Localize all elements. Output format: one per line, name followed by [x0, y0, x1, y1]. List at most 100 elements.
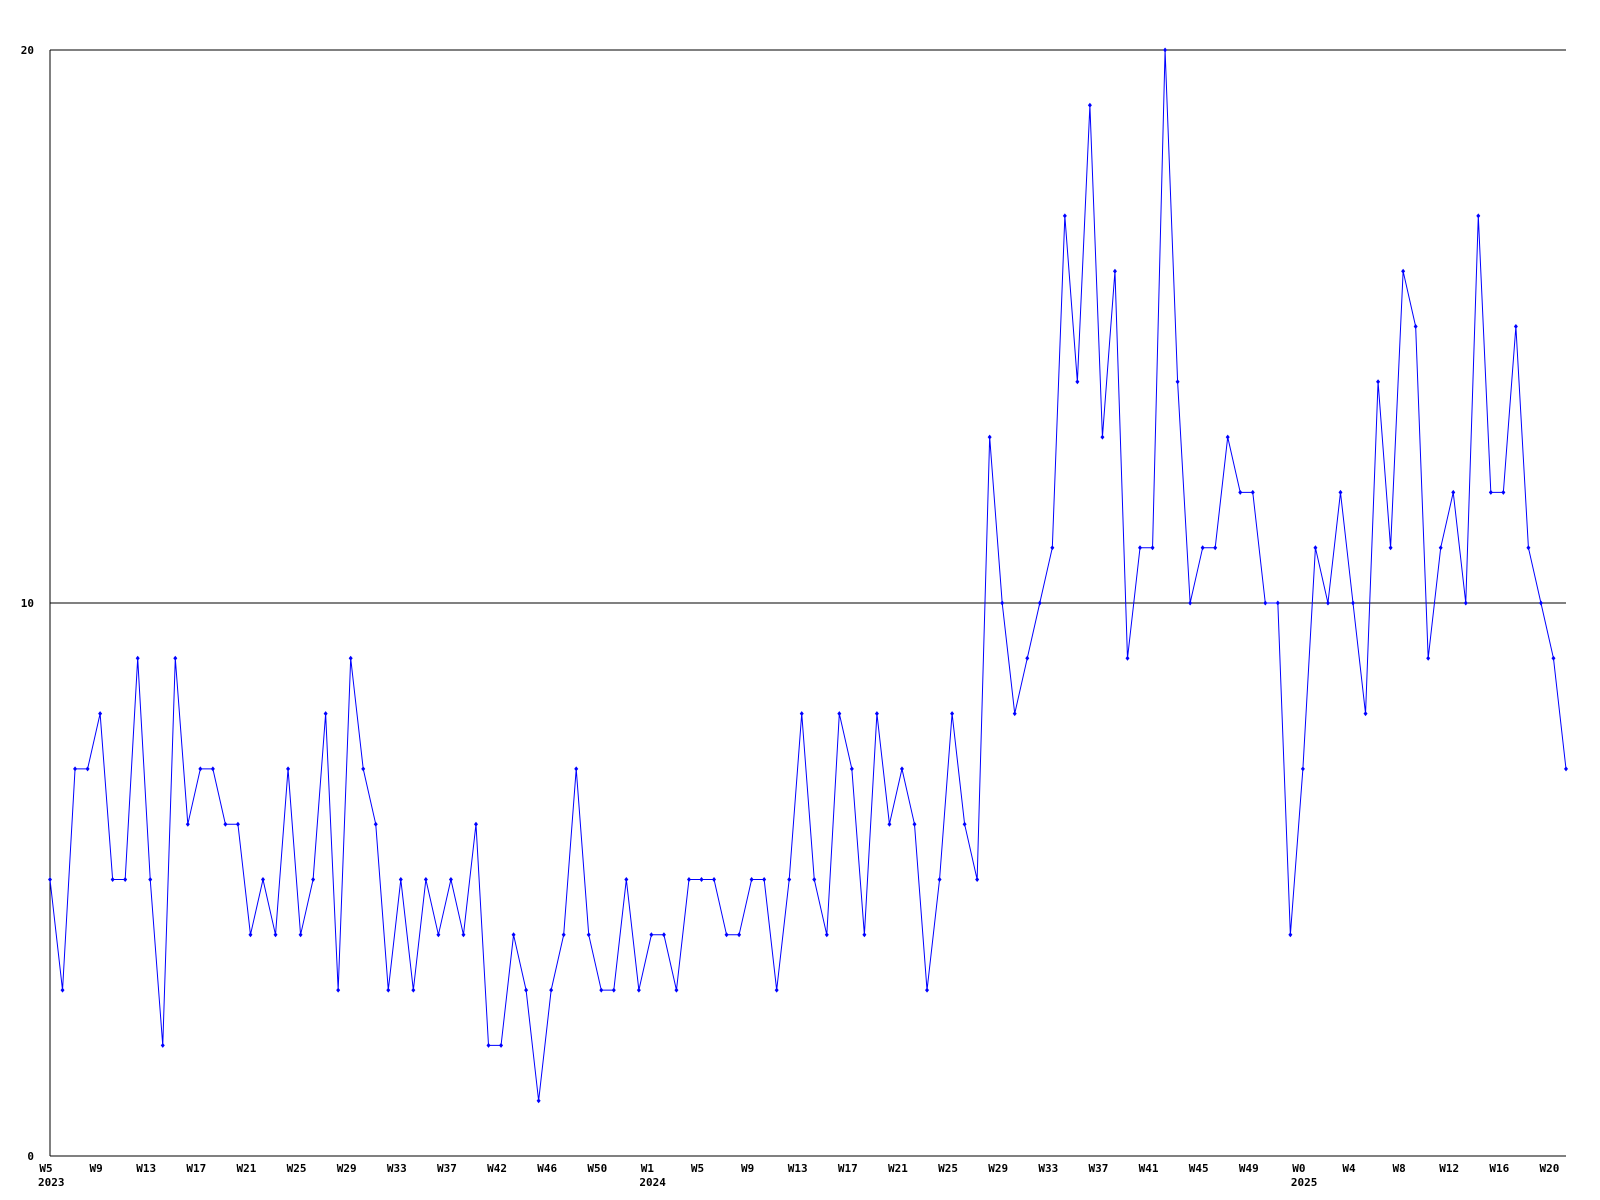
- data-point: [574, 766, 579, 772]
- x-tick-label: W46: [537, 1162, 557, 1175]
- data-point: [987, 434, 992, 440]
- x-tick-label: W25: [287, 1162, 307, 1175]
- x-tick-label: W29: [988, 1162, 1008, 1175]
- data-point: [135, 655, 140, 661]
- x-tick-label: W37: [437, 1162, 457, 1175]
- x-tick-label: W21: [888, 1162, 908, 1175]
- data-point: [336, 987, 341, 993]
- data-point: [411, 987, 416, 993]
- x-tick-label: W37: [1088, 1162, 1108, 1175]
- y-tick-label: 20: [21, 44, 34, 57]
- data-point: [899, 766, 904, 772]
- data-point: [824, 932, 829, 938]
- data-point: [1476, 213, 1481, 219]
- x-year-label: 2025: [1291, 1176, 1318, 1189]
- data-point: [373, 821, 378, 827]
- data-point: [1100, 434, 1105, 440]
- data-point: [812, 877, 817, 882]
- data-point: [1401, 268, 1406, 274]
- data-point: [198, 766, 203, 772]
- data-line: [49, 49, 1567, 1101]
- data-point: [148, 877, 153, 882]
- data-point: [223, 821, 228, 827]
- x-tick-label: W29: [337, 1162, 357, 1175]
- data-point: [1062, 213, 1067, 219]
- data-point: [398, 877, 403, 882]
- data-point: [85, 766, 90, 772]
- data-point: [1426, 655, 1431, 661]
- data-point: [737, 932, 742, 938]
- data-point: [1564, 766, 1568, 772]
- y-tick-label: 0: [27, 1150, 34, 1163]
- data-point: [624, 877, 629, 882]
- x-year-label: 2024: [639, 1176, 666, 1189]
- data-point: [1501, 489, 1506, 495]
- data-point: [1388, 545, 1393, 551]
- x-tick-label: W12: [1439, 1162, 1459, 1175]
- data-point: [511, 932, 516, 938]
- data-point: [1225, 434, 1230, 440]
- data-point: [837, 711, 842, 717]
- data-point: [185, 821, 190, 827]
- data-point: [423, 877, 428, 882]
- data-point: [774, 987, 779, 993]
- x-tick-label: W45: [1189, 1162, 1209, 1175]
- data-point: [260, 877, 265, 882]
- data-point: [1025, 655, 1030, 661]
- data-point: [1175, 379, 1180, 385]
- x-tick-label: W16: [1489, 1162, 1509, 1175]
- data-point: [1438, 545, 1443, 551]
- data-point: [1250, 489, 1255, 495]
- data-point: [1188, 600, 1193, 606]
- data-point: [937, 877, 942, 882]
- x-tick-label: W50: [587, 1162, 607, 1175]
- data-point: [1125, 655, 1130, 661]
- data-point: [599, 987, 604, 993]
- data-point: [1200, 545, 1205, 551]
- data-point: [1163, 47, 1168, 53]
- x-tick-label: W0: [1292, 1162, 1305, 1175]
- data-point: [323, 711, 328, 717]
- data-point: [173, 655, 178, 661]
- data-point: [862, 932, 867, 938]
- y-tick-label: 10: [21, 597, 34, 610]
- data-point: [762, 877, 767, 882]
- data-point: [1413, 324, 1418, 329]
- data-point: [73, 766, 78, 772]
- x-year-label: 2023: [38, 1176, 65, 1189]
- x-tick-label: W4: [1342, 1162, 1356, 1175]
- data-point: [461, 932, 466, 938]
- x-tick-label: W42: [487, 1162, 507, 1175]
- data-point: [536, 1098, 541, 1104]
- data-point: [1376, 379, 1381, 385]
- data-point: [649, 932, 654, 938]
- data-point: [1300, 766, 1305, 772]
- data-point: [1513, 324, 1518, 329]
- data-point: [486, 1042, 491, 1048]
- data-point: [1551, 655, 1556, 661]
- data-point: [1112, 268, 1117, 274]
- data-point: [699, 877, 704, 882]
- data-point: [611, 987, 616, 993]
- x-tick-label: W1: [641, 1162, 655, 1175]
- data-point: [874, 711, 879, 717]
- data-point: [1363, 711, 1368, 717]
- x-tick-label: W17: [186, 1162, 206, 1175]
- data-point: [661, 932, 666, 938]
- data-point: [1463, 600, 1468, 606]
- data-point: [48, 877, 52, 882]
- x-tick-label: W9: [741, 1162, 754, 1175]
- data-point: [348, 655, 353, 661]
- data-point: [887, 821, 892, 827]
- data-point: [123, 877, 128, 882]
- data-point: [561, 932, 566, 938]
- x-tick-label: W49: [1239, 1162, 1259, 1175]
- x-tick-label: W17: [838, 1162, 858, 1175]
- data-point: [962, 821, 967, 827]
- data-point: [448, 877, 453, 882]
- data-point: [110, 877, 115, 882]
- data-point: [273, 932, 278, 938]
- data-point: [1488, 489, 1493, 495]
- data-point: [849, 766, 854, 772]
